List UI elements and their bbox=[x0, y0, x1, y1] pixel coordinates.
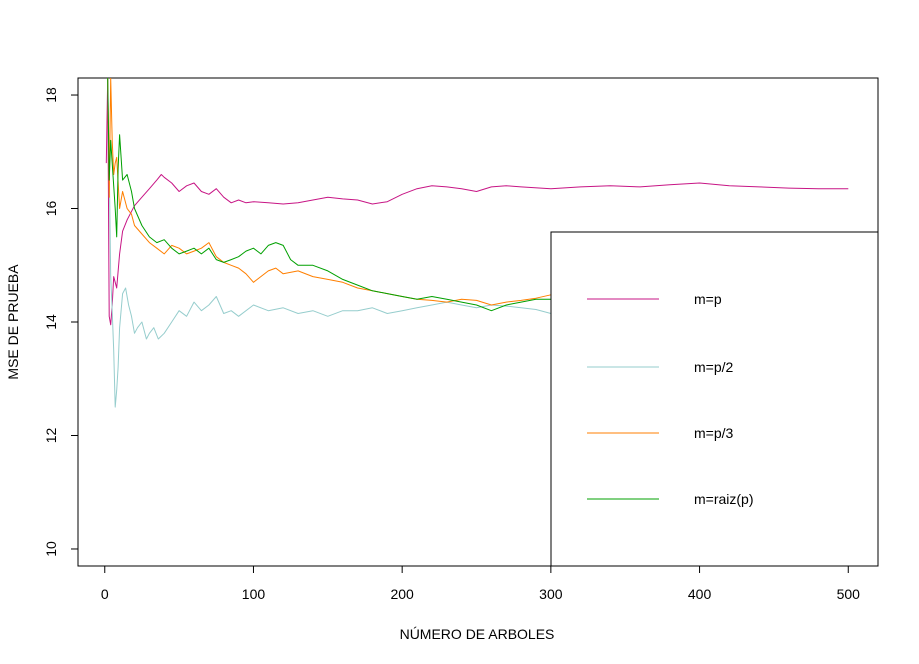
legend-label-4: m=raiz(p) bbox=[694, 491, 754, 507]
x-tick-label: 300 bbox=[539, 586, 563, 602]
legend-box bbox=[550, 231, 879, 567]
x-axis-title: NÚMERO DE ARBOLES bbox=[400, 626, 555, 642]
series-line-2 bbox=[107, 78, 552, 408]
series-layer bbox=[105, 78, 849, 408]
series-line-3 bbox=[107, 78, 552, 306]
legend: m=p m=p/2 m=p/3 m=raiz(p) bbox=[550, 231, 879, 567]
y-tick-label: 16 bbox=[43, 201, 59, 217]
y-axis: 10 12 14 16 18 bbox=[43, 87, 79, 557]
x-tick-label: 0 bbox=[101, 586, 109, 602]
y-tick-label: 18 bbox=[43, 87, 59, 103]
x-tick-label: 400 bbox=[688, 586, 712, 602]
y-tick-label: 14 bbox=[43, 314, 59, 330]
legend-label-1: m=p bbox=[694, 291, 722, 307]
y-tick-label: 12 bbox=[43, 428, 59, 444]
x-axis: 0 100 200 300 400 500 bbox=[101, 565, 861, 602]
x-tick-label: 100 bbox=[242, 586, 266, 602]
series-line-1 bbox=[105, 78, 849, 326]
legend-label-3: m=p/3 bbox=[694, 425, 734, 441]
series-line-4 bbox=[107, 78, 551, 312]
legend-label-2: m=p/2 bbox=[694, 359, 734, 375]
y-tick-label: 10 bbox=[43, 541, 59, 557]
y-axis-title: MSE DE PRUEBA bbox=[5, 264, 21, 380]
x-tick-label: 500 bbox=[837, 586, 861, 602]
x-tick-label: 200 bbox=[390, 586, 414, 602]
